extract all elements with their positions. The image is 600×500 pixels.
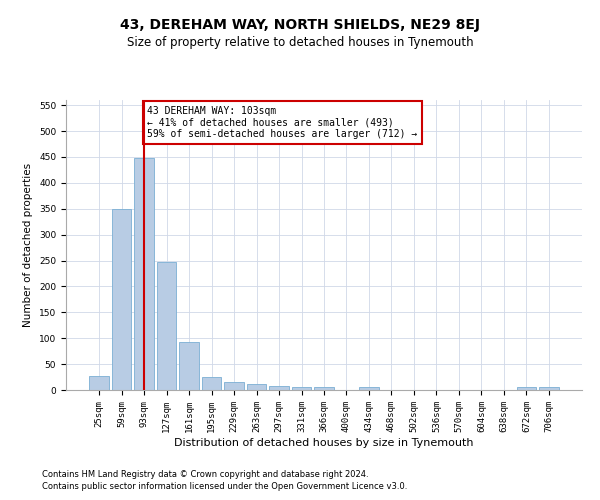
Bar	[539, 388, 559, 390]
Text: 43 DEREHAM WAY: 103sqm
← 41% of detached houses are smaller (493)
59% of semi-de: 43 DEREHAM WAY: 103sqm ← 41% of detached…	[148, 106, 418, 140]
Bar	[112, 209, 131, 390]
Bar	[359, 388, 379, 390]
Bar	[134, 158, 154, 390]
Bar	[292, 387, 311, 390]
Bar	[157, 262, 176, 390]
Bar	[202, 377, 221, 390]
Text: Contains public sector information licensed under the Open Government Licence v3: Contains public sector information licen…	[42, 482, 407, 491]
X-axis label: Distribution of detached houses by size in Tynemouth: Distribution of detached houses by size …	[174, 438, 474, 448]
Y-axis label: Number of detached properties: Number of detached properties	[23, 163, 34, 327]
Bar	[89, 376, 109, 390]
Bar	[517, 388, 536, 390]
Bar	[179, 342, 199, 390]
Text: Contains HM Land Registry data © Crown copyright and database right 2024.: Contains HM Land Registry data © Crown c…	[42, 470, 368, 479]
Bar	[269, 386, 289, 390]
Text: Size of property relative to detached houses in Tynemouth: Size of property relative to detached ho…	[127, 36, 473, 49]
Text: 43, DEREHAM WAY, NORTH SHIELDS, NE29 8EJ: 43, DEREHAM WAY, NORTH SHIELDS, NE29 8EJ	[120, 18, 480, 32]
Bar	[247, 384, 266, 390]
Bar	[224, 382, 244, 390]
Bar	[314, 387, 334, 390]
